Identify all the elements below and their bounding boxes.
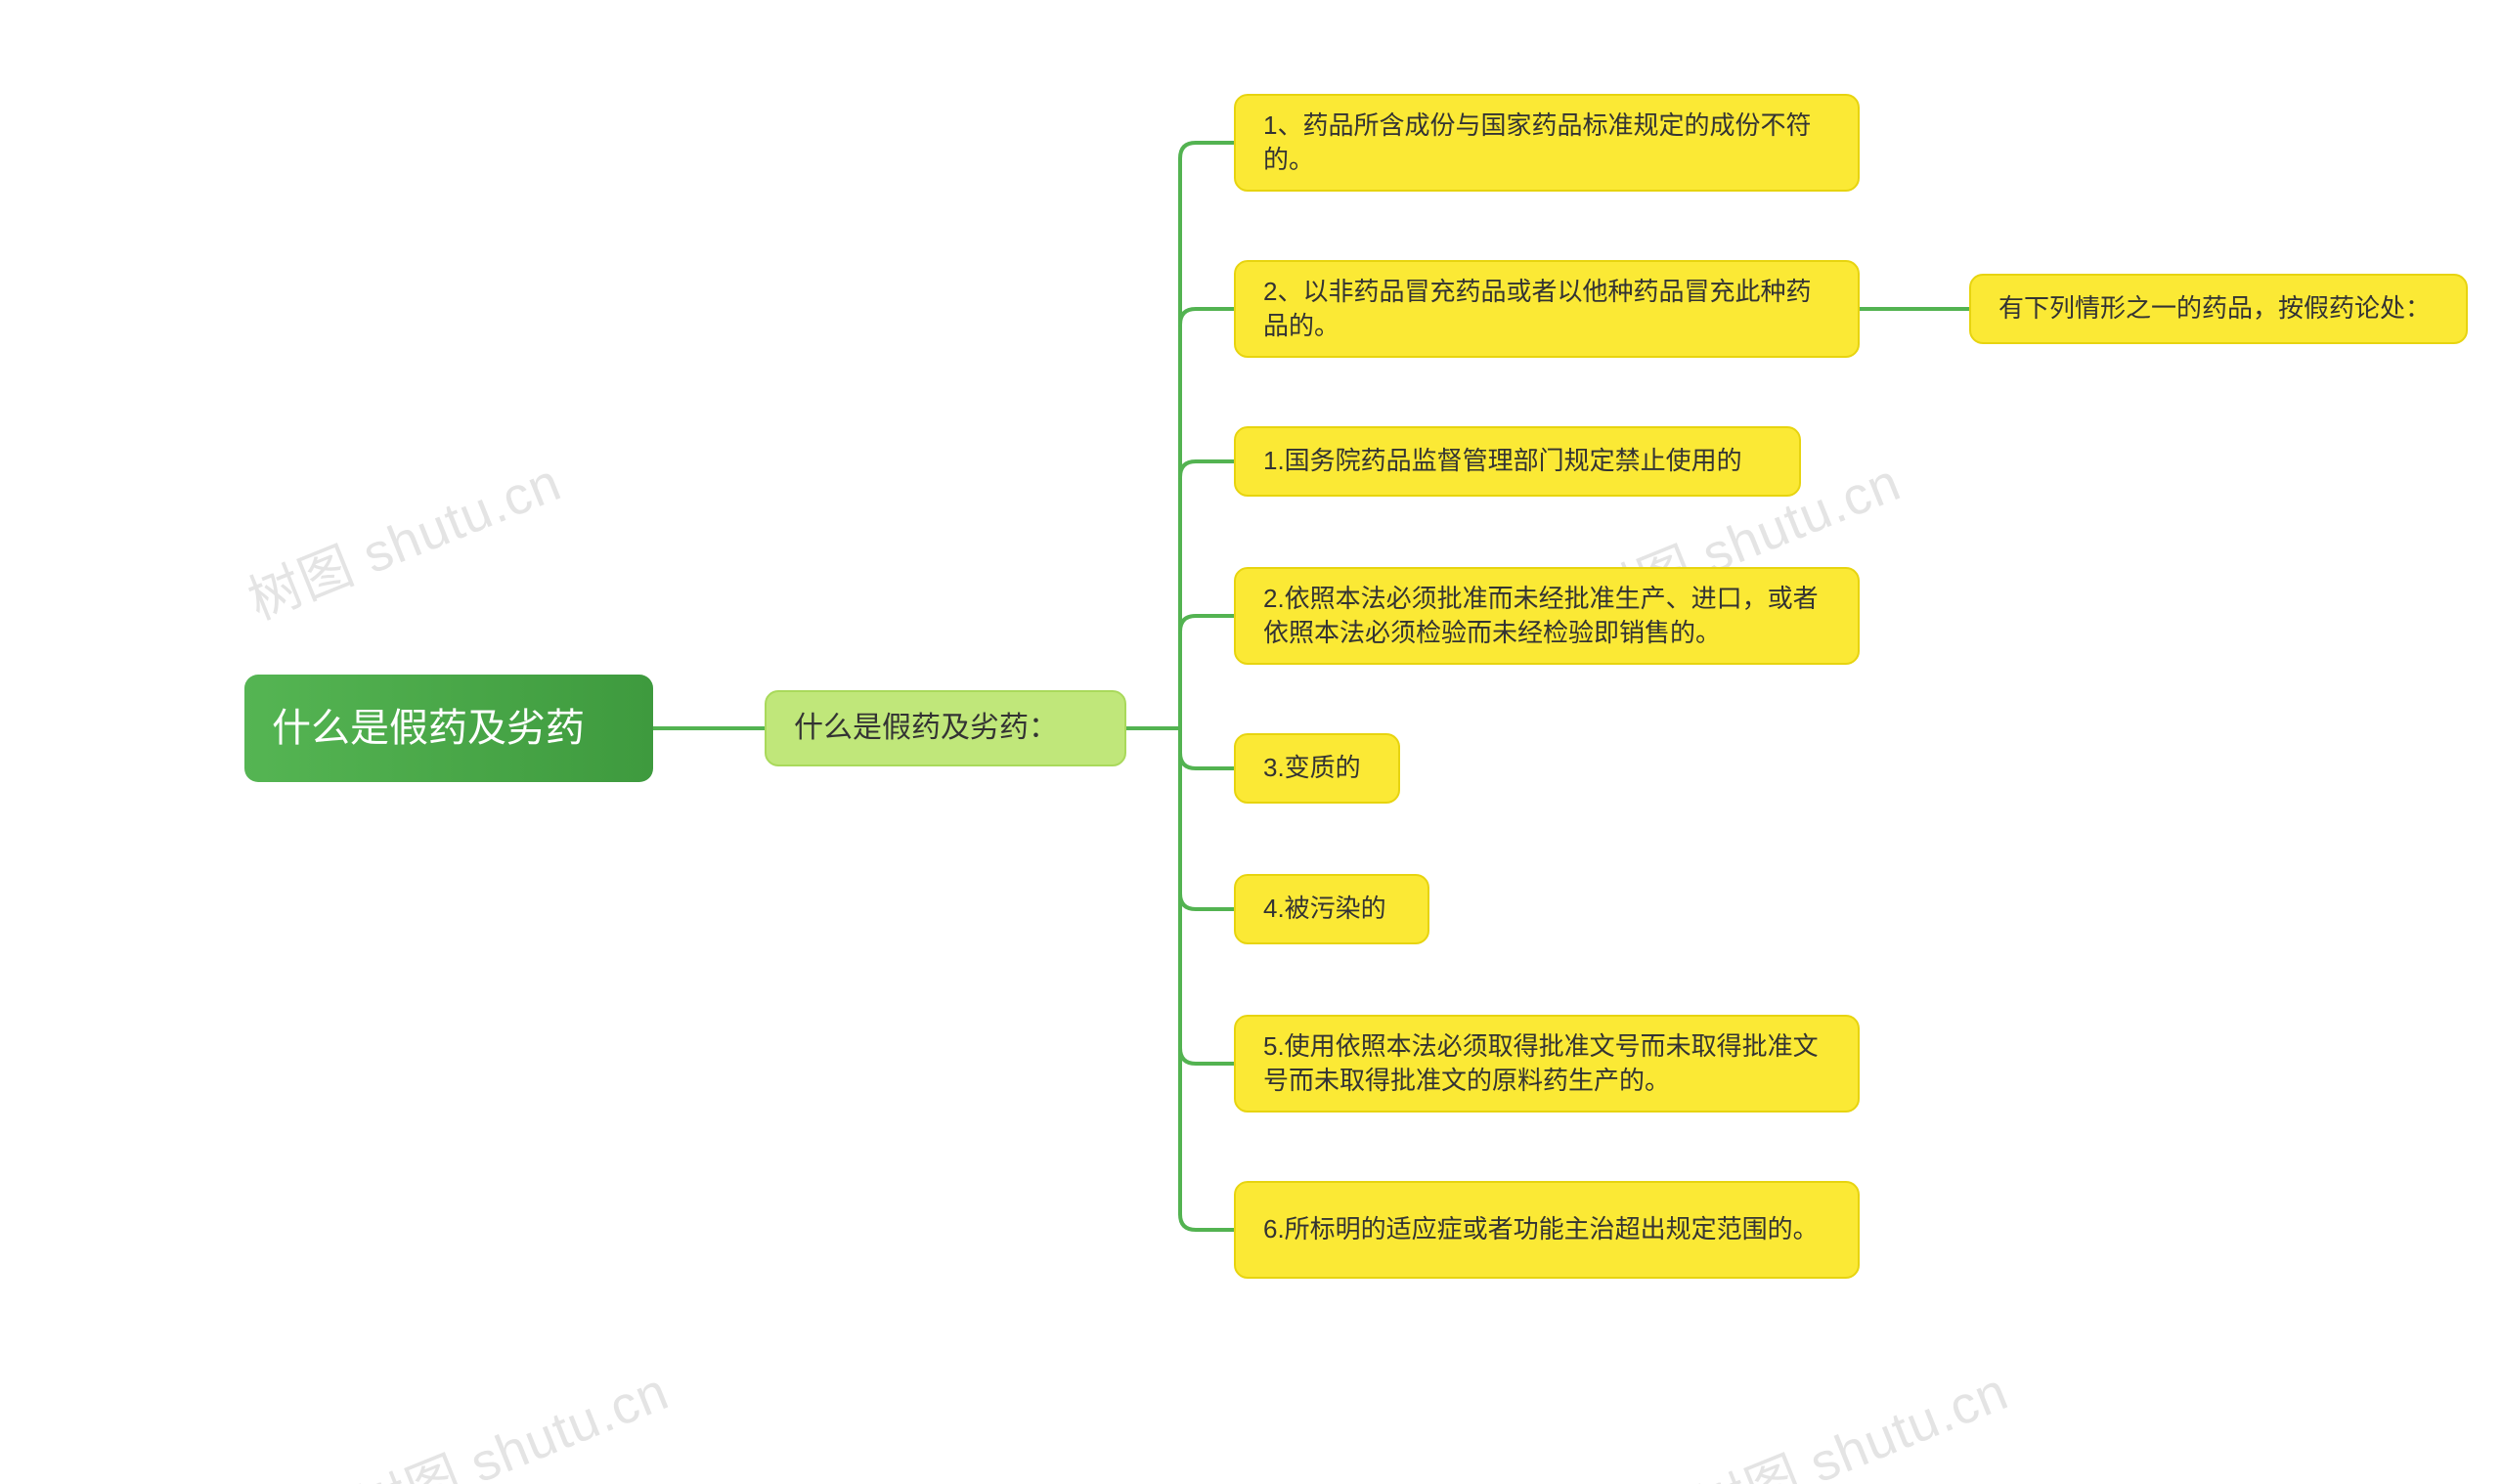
child-node[interactable]: 6.所标明的适应症或者功能主治超出规定范围的。 <box>1234 1181 1860 1279</box>
watermark: 树图 shutu.cn <box>235 439 570 634</box>
child-label: 1.国务院药品监督管理部门规定禁止使用的 <box>1263 444 1742 478</box>
level1-label: 什么是假药及劣药： <box>794 709 1058 749</box>
child-label: 1、药品所含成份与国家药品标准规定的成份不符的。 <box>1263 109 1830 177</box>
level1-node[interactable]: 什么是假药及劣药： <box>765 690 1126 766</box>
child-node[interactable]: 2、以非药品冒充药品或者以他种药品冒充此种药品的。 <box>1234 260 1860 358</box>
child-label: 4.被污染的 <box>1263 892 1386 926</box>
child-label: 2.依照本法必须批准而未经批准生产、进口，或者依照本法必须检验而未经检验即销售的… <box>1263 582 1830 650</box>
watermark: 树图 shutu.cn <box>1682 1348 2017 1484</box>
grandchild-label: 有下列情形之一的药品，按假药论处： <box>1998 291 2431 326</box>
child-label: 2、以非药品冒充药品或者以他种药品冒充此种药品的。 <box>1263 275 1830 343</box>
child-node[interactable]: 2.依照本法必须批准而未经批准生产、进口，或者依照本法必须检验而未经检验即销售的… <box>1234 567 1860 665</box>
watermark: 树图 shutu.cn <box>342 1348 678 1484</box>
child-label: 3.变质的 <box>1263 751 1361 785</box>
child-node[interactable]: 1、药品所含成份与国家药品标准规定的成份不符的。 <box>1234 94 1860 192</box>
root-label: 什么是假药及劣药 <box>272 702 585 755</box>
root-node[interactable]: 什么是假药及劣药 <box>244 675 653 782</box>
grandchild-node[interactable]: 有下列情形之一的药品，按假药论处： <box>1969 274 2468 344</box>
child-node[interactable]: 4.被污染的 <box>1234 874 1429 944</box>
child-node[interactable]: 5.使用依照本法必须取得批准文号而未取得批准文号而未取得批准文的原料药生产的。 <box>1234 1015 1860 1113</box>
child-label: 6.所标明的适应症或者功能主治超出规定范围的。 <box>1263 1212 1819 1246</box>
child-label: 5.使用依照本法必须取得批准文号而未取得批准文号而未取得批准文的原料药生产的。 <box>1263 1029 1830 1098</box>
child-node[interactable]: 1.国务院药品监督管理部门规定禁止使用的 <box>1234 426 1801 497</box>
child-node[interactable]: 3.变质的 <box>1234 733 1400 804</box>
